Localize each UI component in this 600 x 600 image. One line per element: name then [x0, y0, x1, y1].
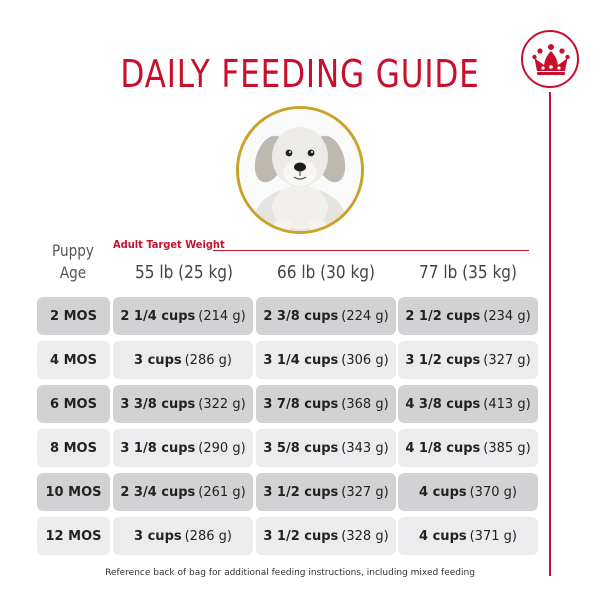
cups-amount: 3 cups: [134, 528, 182, 544]
cups-amount: 3 cups: [134, 352, 182, 368]
grams-amount: (343 g): [341, 440, 389, 456]
age-cell: 4 MOS: [37, 341, 110, 379]
feeding-amount-cell: 3 1/2 cups (327 g): [398, 341, 538, 379]
grams-amount: (322 g): [198, 396, 246, 412]
age-cell: 12 MOS: [37, 517, 110, 555]
feeding-amount-cell: 2 3/8 cups (224 g): [256, 297, 396, 335]
grams-amount: (327 g): [483, 352, 531, 368]
grams-amount: (286 g): [184, 352, 232, 368]
cups-amount: 2 3/4 cups: [120, 484, 196, 500]
puppy-photo: [236, 106, 364, 234]
age-cell: 2 MOS: [37, 297, 110, 335]
column-header-55lb: 55 lb (25 kg): [134, 262, 233, 283]
cups-amount: 3 1/2 cups: [263, 528, 339, 544]
adult-target-weight-label: Adult Target Weight: [113, 238, 225, 251]
puppy-illustration: [239, 109, 361, 231]
grams-amount: (286 g): [184, 528, 232, 544]
feeding-amount-cell: 3 cups (286 g): [113, 517, 253, 555]
feeding-amount-cell: 3 1/2 cups (327 g): [256, 473, 396, 511]
cups-amount: 4 3/8 cups: [405, 396, 481, 412]
puppy-age-line1: Puppy: [52, 241, 94, 260]
feeding-amount-cell: 2 1/4 cups (214 g): [113, 297, 253, 335]
adult-target-weight-rule: [213, 250, 529, 251]
grams-amount: (385 g): [483, 440, 531, 456]
cups-amount: 3 1/2 cups: [405, 352, 481, 368]
grams-amount: (290 g): [198, 440, 246, 456]
age-cell: 10 MOS: [37, 473, 110, 511]
cups-amount: 4 cups: [419, 484, 467, 500]
feeding-amount-cell: 2 3/4 cups (261 g): [113, 473, 253, 511]
grams-amount: (214 g): [198, 308, 246, 324]
feeding-amount-cell: 4 cups (371 g): [398, 517, 538, 555]
column-header-77lb: 77 lb (35 kg): [418, 262, 517, 283]
cups-amount: 2 1/2 cups: [405, 308, 481, 324]
feeding-amount-cell: 3 3/8 cups (322 g): [113, 385, 253, 423]
feeding-amount-cell: 3 7/8 cups (368 g): [256, 385, 396, 423]
grams-amount: (306 g): [341, 352, 389, 368]
grams-amount: (234 g): [483, 308, 531, 324]
column-header-66lb: 66 lb (30 kg): [276, 262, 375, 283]
grams-amount: (328 g): [341, 528, 389, 544]
feeding-amount-cell: 3 1/8 cups (290 g): [113, 429, 253, 467]
cups-amount: 2 3/8 cups: [263, 308, 339, 324]
cups-amount: 4 cups: [419, 528, 467, 544]
cups-amount: 2 1/4 cups: [120, 308, 196, 324]
feeding-amount-cell: 3 1/2 cups (328 g): [256, 517, 396, 555]
grams-amount: (327 g): [341, 484, 389, 500]
feeding-amount-cell: 4 1/8 cups (385 g): [398, 429, 538, 467]
brand-vertical-line: [549, 92, 551, 576]
cups-amount: 3 1/4 cups: [263, 352, 339, 368]
cups-amount: 3 1/2 cups: [263, 484, 339, 500]
grams-amount: (371 g): [469, 528, 517, 544]
feeding-amount-cell: 2 1/2 cups (234 g): [398, 297, 538, 335]
cups-amount: 3 3/8 cups: [120, 396, 196, 412]
grams-amount: (224 g): [341, 308, 389, 324]
brand-badge: [521, 30, 579, 88]
age-cell: 8 MOS: [37, 429, 110, 467]
age-cell: 6 MOS: [37, 385, 110, 423]
cups-amount: 3 7/8 cups: [263, 396, 339, 412]
grams-amount: (261 g): [198, 484, 246, 500]
feeding-amount-cell: 3 1/4 cups (306 g): [256, 341, 396, 379]
grams-amount: (370 g): [469, 484, 517, 500]
feeding-amount-cell: 4 cups (370 g): [398, 473, 538, 511]
grams-amount: (368 g): [341, 396, 389, 412]
feeding-amount-cell: 3 5/8 cups (343 g): [256, 429, 396, 467]
cups-amount: 3 1/8 cups: [120, 440, 196, 456]
feeding-amount-cell: 3 cups (286 g): [113, 341, 253, 379]
feeding-amount-cell: 4 3/8 cups (413 g): [398, 385, 538, 423]
crown-icon: [532, 44, 570, 75]
puppy-age-header: Puppy Age: [43, 240, 103, 284]
puppy-age-line2: Age: [59, 263, 87, 282]
grams-amount: (413 g): [483, 396, 531, 412]
footnote: Reference back of bag for additional fee…: [105, 568, 475, 578]
cups-amount: 3 5/8 cups: [263, 440, 339, 456]
cups-amount: 4 1/8 cups: [405, 440, 481, 456]
page-title: DAILY FEEDING GUIDE: [120, 52, 480, 96]
